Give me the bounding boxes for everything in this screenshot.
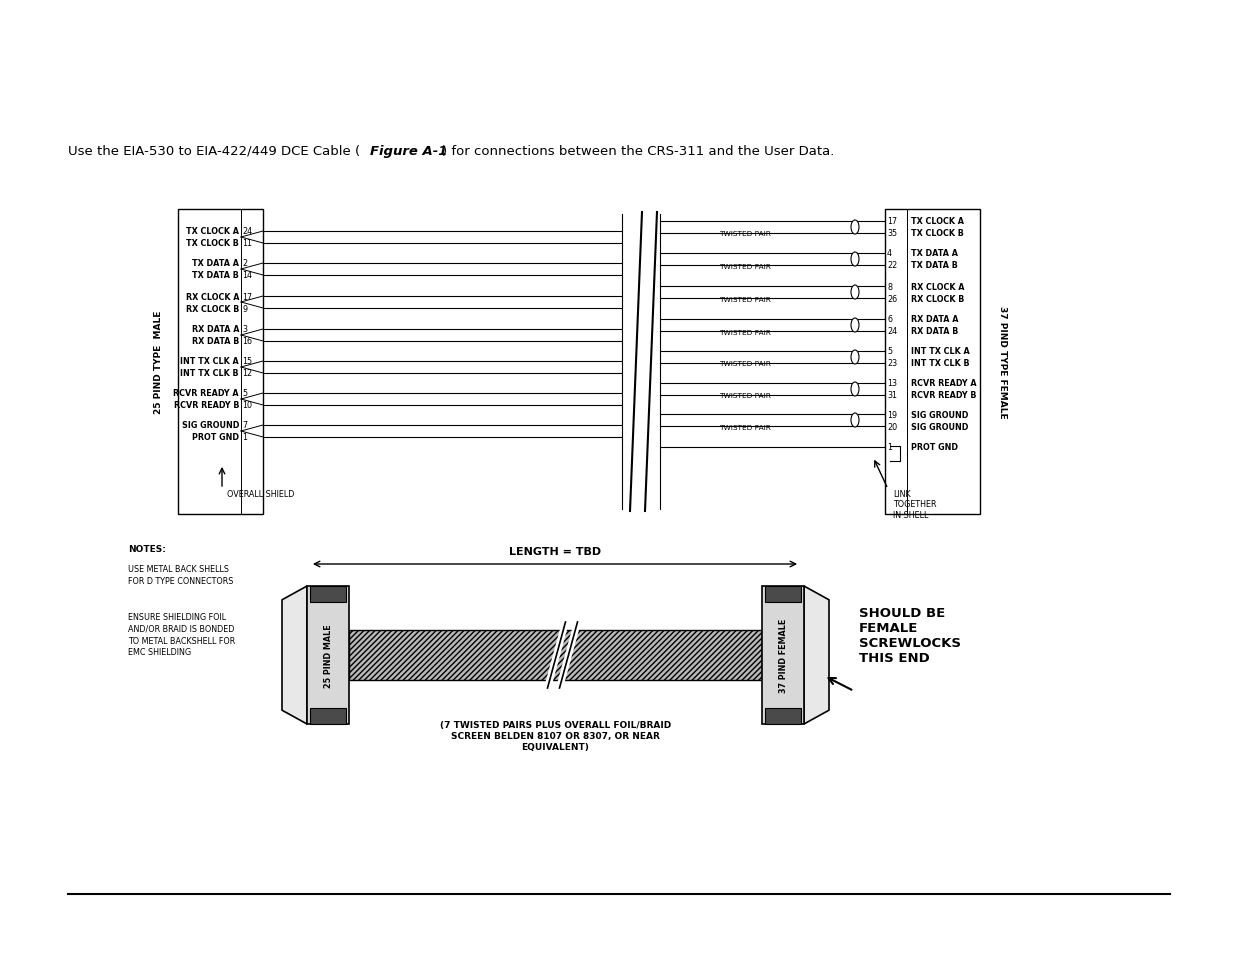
Text: 8: 8	[887, 282, 892, 292]
Text: 31: 31	[887, 391, 897, 400]
Text: TWISTED PAIR: TWISTED PAIR	[719, 393, 771, 398]
Text: 20: 20	[887, 422, 897, 431]
Text: RX CLOCK B: RX CLOCK B	[911, 294, 965, 303]
Text: SIG GROUND: SIG GROUND	[911, 422, 968, 431]
Text: TX DATA A: TX DATA A	[911, 250, 958, 258]
Ellipse shape	[851, 414, 860, 428]
Ellipse shape	[851, 221, 860, 234]
Text: PROT GND: PROT GND	[911, 443, 958, 452]
Text: 37 PIND TYPE FEMALE: 37 PIND TYPE FEMALE	[998, 306, 1007, 418]
Text: INT TX CLK A: INT TX CLK A	[911, 347, 969, 356]
Ellipse shape	[851, 286, 860, 299]
Text: PROT GND: PROT GND	[191, 433, 240, 442]
Text: SIG GROUND: SIG GROUND	[182, 421, 240, 430]
Text: RCVR READY A: RCVR READY A	[173, 389, 240, 398]
Text: 26: 26	[887, 294, 897, 303]
Polygon shape	[804, 586, 829, 724]
Text: TX DATA B: TX DATA B	[911, 261, 958, 271]
Text: 9: 9	[242, 304, 247, 314]
Text: TX CLOCK A: TX CLOCK A	[186, 227, 240, 236]
Text: RX CLOCK A: RX CLOCK A	[911, 282, 965, 292]
Bar	[885, 210, 981, 515]
Text: TX DATA A: TX DATA A	[191, 259, 240, 268]
Text: 1: 1	[887, 443, 892, 452]
Text: 35: 35	[887, 230, 897, 238]
Text: INT TX CLK B: INT TX CLK B	[911, 359, 969, 368]
Ellipse shape	[851, 253, 860, 267]
Text: 17: 17	[242, 293, 252, 301]
Text: ENSURE SHIELDING FOIL
AND/OR BRAID IS BONDED
TO METAL BACKSHELL FOR
EMC SHIELDIN: ENSURE SHIELDING FOIL AND/OR BRAID IS BO…	[128, 613, 235, 657]
Text: RX CLOCK B: RX CLOCK B	[185, 304, 240, 314]
Text: Figure A-1: Figure A-1	[370, 145, 448, 158]
Text: TX CLOCK B: TX CLOCK B	[186, 239, 240, 248]
Text: TWISTED PAIR: TWISTED PAIR	[719, 264, 771, 270]
Text: 24: 24	[887, 327, 897, 336]
Bar	[764, 708, 802, 724]
Text: USE METAL BACK SHELLS
FOR D TYPE CONNECTORS: USE METAL BACK SHELLS FOR D TYPE CONNECT…	[128, 564, 233, 585]
Text: TX CLOCK A: TX CLOCK A	[911, 217, 965, 226]
Text: ) for connections between the CRS-311 and the User Data.: ) for connections between the CRS-311 an…	[442, 145, 835, 158]
Text: RX DATA A: RX DATA A	[191, 325, 240, 335]
Text: RCVR READY B: RCVR READY B	[911, 391, 977, 400]
Bar	[310, 586, 346, 602]
Text: Use the EIA-530 to EIA-422/449 DCE Cable (: Use the EIA-530 to EIA-422/449 DCE Cable…	[68, 145, 361, 158]
Bar	[308, 586, 350, 724]
Bar	[350, 630, 762, 680]
Text: LENGTH = TBD: LENGTH = TBD	[509, 546, 601, 557]
Text: 12: 12	[242, 369, 252, 378]
Text: TWISTED PAIR: TWISTED PAIR	[719, 296, 771, 303]
Text: 15: 15	[242, 357, 252, 366]
Text: 37 PIND FEMALE: 37 PIND FEMALE	[778, 618, 788, 693]
Text: 2: 2	[242, 259, 247, 268]
Text: 5: 5	[242, 389, 247, 398]
Text: INT TX CLK B: INT TX CLK B	[180, 369, 240, 378]
Text: OVERALL SHIELD: OVERALL SHIELD	[227, 490, 294, 499]
Text: RX DATA B: RX DATA B	[911, 327, 958, 336]
Bar	[762, 586, 804, 724]
Text: 24: 24	[242, 227, 252, 236]
Text: SIG GROUND: SIG GROUND	[911, 410, 968, 419]
Bar	[625, 205, 657, 510]
Text: LINK
TOGETHER
IN SHELL: LINK TOGETHER IN SHELL	[893, 490, 936, 519]
Text: RX DATA A: RX DATA A	[911, 315, 958, 324]
Ellipse shape	[851, 382, 860, 396]
Text: 3: 3	[242, 325, 247, 335]
Text: SHOULD BE
FEMALE
SCREWLOCKS
THIS END: SHOULD BE FEMALE SCREWLOCKS THIS END	[860, 606, 961, 664]
Text: 7: 7	[242, 421, 247, 430]
Text: (7 TWISTED PAIRS PLUS OVERALL FOIL/BRAID
SCREEN BELDEN 8107 OR 8307, OR NEAR
EQU: (7 TWISTED PAIRS PLUS OVERALL FOIL/BRAID…	[440, 720, 671, 751]
Text: RX DATA B: RX DATA B	[191, 337, 240, 346]
Text: 22: 22	[887, 261, 898, 271]
Text: 1: 1	[242, 433, 247, 442]
Text: 23: 23	[887, 359, 897, 368]
Text: TWISTED PAIR: TWISTED PAIR	[719, 360, 771, 367]
Text: TWISTED PAIR: TWISTED PAIR	[719, 330, 771, 335]
Text: 5: 5	[887, 347, 892, 356]
Text: 25 PIND TYPE  MALE: 25 PIND TYPE MALE	[153, 311, 163, 414]
Text: 10: 10	[242, 401, 252, 410]
Ellipse shape	[851, 351, 860, 365]
Polygon shape	[282, 586, 308, 724]
Text: TWISTED PAIR: TWISTED PAIR	[719, 231, 771, 236]
Ellipse shape	[851, 318, 860, 333]
Text: 17: 17	[887, 217, 897, 226]
Text: TX CLOCK B: TX CLOCK B	[911, 230, 963, 238]
Text: RCVR READY A: RCVR READY A	[911, 379, 977, 388]
Text: 13: 13	[887, 379, 897, 388]
Bar	[310, 708, 346, 724]
Text: 14: 14	[242, 272, 252, 280]
Text: 6: 6	[887, 315, 892, 324]
Text: TWISTED PAIR: TWISTED PAIR	[719, 424, 771, 431]
Text: 25 PIND MALE: 25 PIND MALE	[324, 623, 332, 687]
Text: 11: 11	[242, 239, 252, 248]
Text: 16: 16	[242, 337, 252, 346]
Bar	[178, 210, 263, 515]
Text: 4: 4	[887, 250, 892, 258]
Text: RCVR READY B: RCVR READY B	[173, 401, 240, 410]
Text: INT TX CLK A: INT TX CLK A	[180, 357, 240, 366]
Text: NOTES:: NOTES:	[128, 544, 165, 554]
Text: RX CLOCK A: RX CLOCK A	[185, 293, 240, 301]
Text: TX DATA B: TX DATA B	[193, 272, 240, 280]
Bar	[764, 586, 802, 602]
Text: 19: 19	[887, 410, 897, 419]
